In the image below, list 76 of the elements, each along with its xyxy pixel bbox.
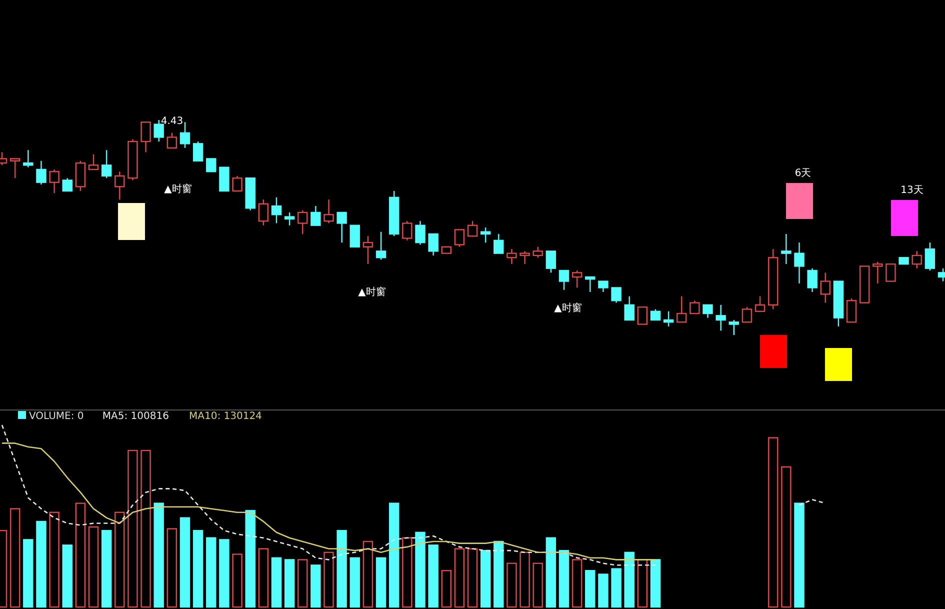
bar <box>585 570 596 608</box>
bar <box>284 559 295 608</box>
bar <box>88 526 99 608</box>
bar <box>336 530 347 608</box>
bar <box>297 559 308 608</box>
bar <box>558 550 570 608</box>
candlestick <box>520 250 530 265</box>
annotation: 6天 <box>794 168 812 179</box>
bar <box>494 540 504 608</box>
bar <box>467 548 478 608</box>
candlestick <box>36 160 46 186</box>
candlestick <box>506 248 517 265</box>
bar <box>36 520 46 608</box>
bar <box>219 539 230 608</box>
bar <box>388 502 400 608</box>
bar <box>324 552 334 608</box>
legend-label: VOLUME: 0 <box>29 411 84 422</box>
bar <box>166 528 178 608</box>
bar <box>350 557 360 608</box>
candlestick <box>532 246 543 258</box>
bar <box>245 510 256 608</box>
annotation: ▲时窗 <box>164 183 192 195</box>
bar <box>572 559 582 608</box>
bar <box>441 570 452 608</box>
candlestick <box>794 242 804 284</box>
bar <box>62 544 72 608</box>
text: MA10: 130124 <box>189 411 262 422</box>
bar <box>271 557 282 608</box>
bar <box>611 568 622 608</box>
bar <box>232 554 242 608</box>
bar <box>454 548 465 608</box>
bar <box>258 548 268 608</box>
bar <box>49 512 60 608</box>
bar <box>781 466 792 608</box>
candlestick <box>128 138 138 181</box>
bar <box>532 562 543 608</box>
bar <box>376 557 386 608</box>
bar <box>637 559 648 608</box>
bar <box>650 559 661 608</box>
bar <box>362 540 374 608</box>
bar <box>794 502 804 608</box>
candlestick <box>807 268 818 293</box>
bar <box>598 574 608 608</box>
candlestick <box>781 233 792 265</box>
bar <box>23 539 34 608</box>
bar <box>128 450 138 608</box>
bar <box>506 562 517 608</box>
bar <box>768 437 778 608</box>
bar <box>114 512 125 608</box>
bar <box>520 552 530 608</box>
candlestick <box>324 198 334 224</box>
bar <box>480 550 491 608</box>
bar <box>206 537 216 608</box>
candlestick <box>872 261 883 284</box>
bar <box>101 530 112 608</box>
bar <box>154 502 164 608</box>
bar <box>415 532 426 608</box>
annotation: ▲时窗 <box>554 302 582 314</box>
bar <box>140 450 151 608</box>
bar <box>402 537 412 608</box>
annotation: ▲时窗 <box>358 286 386 298</box>
bar <box>624 552 634 608</box>
bar <box>192 530 204 608</box>
candlestick <box>49 168 60 194</box>
annotation: 4.43 <box>160 116 184 127</box>
text: MA5: 100816 <box>102 411 169 422</box>
candlestick <box>402 220 412 241</box>
bar <box>75 502 86 608</box>
bar <box>546 537 556 608</box>
annotation: 13天 <box>900 185 924 196</box>
bar <box>180 517 190 608</box>
candlestick <box>716 304 726 332</box>
bar <box>310 564 321 608</box>
bar <box>10 508 20 608</box>
candlestick <box>415 220 426 246</box>
bar <box>428 544 438 608</box>
